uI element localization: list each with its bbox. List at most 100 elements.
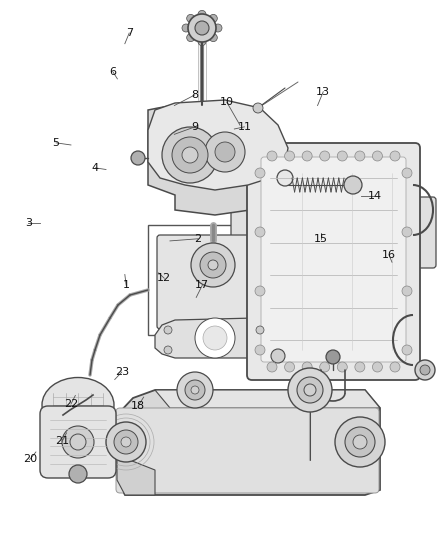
Circle shape — [353, 435, 367, 449]
Text: 3: 3 — [25, 218, 32, 228]
FancyBboxPatch shape — [408, 197, 436, 268]
Text: 21: 21 — [55, 437, 69, 446]
Text: 8: 8 — [191, 90, 198, 100]
Circle shape — [256, 326, 264, 334]
Circle shape — [214, 24, 222, 32]
Circle shape — [188, 14, 216, 42]
Text: 6: 6 — [110, 67, 117, 77]
Circle shape — [420, 365, 430, 375]
Text: 13: 13 — [316, 87, 330, 96]
Circle shape — [177, 372, 213, 408]
Circle shape — [164, 346, 172, 354]
Polygon shape — [117, 455, 155, 495]
Circle shape — [297, 377, 323, 403]
Circle shape — [255, 345, 265, 355]
Circle shape — [372, 151, 382, 161]
Text: 17: 17 — [195, 280, 209, 290]
Circle shape — [195, 21, 209, 35]
Polygon shape — [148, 100, 288, 190]
Circle shape — [267, 151, 277, 161]
Circle shape — [337, 151, 347, 161]
Text: 16: 16 — [382, 250, 396, 260]
Circle shape — [200, 252, 226, 278]
Circle shape — [182, 24, 190, 32]
Text: 4: 4 — [92, 163, 99, 173]
Circle shape — [187, 14, 194, 22]
Circle shape — [208, 260, 218, 270]
Circle shape — [271, 349, 285, 363]
Text: 14: 14 — [367, 191, 381, 201]
Circle shape — [253, 103, 263, 113]
Circle shape — [402, 168, 412, 178]
Circle shape — [345, 427, 375, 457]
Bar — [148, 225, 278, 335]
FancyBboxPatch shape — [40, 406, 116, 478]
Circle shape — [198, 11, 206, 19]
FancyBboxPatch shape — [157, 235, 268, 329]
FancyBboxPatch shape — [231, 197, 259, 268]
Circle shape — [335, 417, 385, 467]
Circle shape — [355, 151, 365, 161]
Circle shape — [195, 318, 235, 358]
Text: 15: 15 — [314, 234, 328, 244]
Circle shape — [131, 151, 145, 165]
Circle shape — [162, 127, 218, 183]
Circle shape — [215, 142, 235, 162]
Polygon shape — [117, 390, 380, 495]
Circle shape — [285, 151, 295, 161]
Circle shape — [337, 362, 347, 372]
Circle shape — [285, 362, 295, 372]
Circle shape — [288, 368, 332, 412]
Circle shape — [187, 34, 194, 42]
Circle shape — [390, 151, 400, 161]
Circle shape — [255, 168, 265, 178]
Circle shape — [372, 362, 382, 372]
Text: 20: 20 — [23, 455, 37, 464]
Text: 7: 7 — [126, 28, 133, 38]
Circle shape — [402, 286, 412, 296]
Text: 22: 22 — [64, 399, 78, 409]
Circle shape — [267, 362, 277, 372]
Circle shape — [320, 362, 330, 372]
Text: 10: 10 — [220, 98, 234, 107]
Text: 2: 2 — [194, 234, 201, 244]
Circle shape — [69, 465, 87, 483]
Text: 12: 12 — [157, 273, 171, 283]
Circle shape — [198, 38, 206, 46]
Circle shape — [164, 326, 172, 334]
Circle shape — [402, 345, 412, 355]
Circle shape — [256, 346, 264, 354]
Circle shape — [302, 362, 312, 372]
Circle shape — [415, 360, 435, 380]
Circle shape — [106, 422, 146, 462]
Text: 18: 18 — [131, 401, 145, 411]
Text: 5: 5 — [53, 138, 60, 148]
Circle shape — [390, 362, 400, 372]
Circle shape — [209, 14, 217, 22]
Circle shape — [320, 151, 330, 161]
Circle shape — [185, 380, 205, 400]
Text: 11: 11 — [237, 122, 251, 132]
Circle shape — [326, 350, 340, 364]
Circle shape — [191, 386, 199, 394]
Text: 23: 23 — [115, 367, 129, 377]
Circle shape — [277, 170, 293, 186]
FancyBboxPatch shape — [261, 157, 406, 362]
Circle shape — [62, 426, 94, 458]
Ellipse shape — [42, 377, 114, 432]
FancyBboxPatch shape — [116, 408, 379, 493]
Circle shape — [114, 430, 138, 454]
Polygon shape — [148, 103, 285, 215]
Circle shape — [191, 243, 235, 287]
FancyBboxPatch shape — [247, 143, 420, 380]
Circle shape — [121, 437, 131, 447]
Circle shape — [209, 34, 217, 42]
Circle shape — [255, 286, 265, 296]
Polygon shape — [155, 318, 275, 358]
Circle shape — [304, 384, 316, 396]
Circle shape — [344, 176, 362, 194]
Circle shape — [182, 147, 198, 163]
Circle shape — [302, 151, 312, 161]
Circle shape — [255, 227, 265, 237]
Circle shape — [70, 434, 86, 450]
